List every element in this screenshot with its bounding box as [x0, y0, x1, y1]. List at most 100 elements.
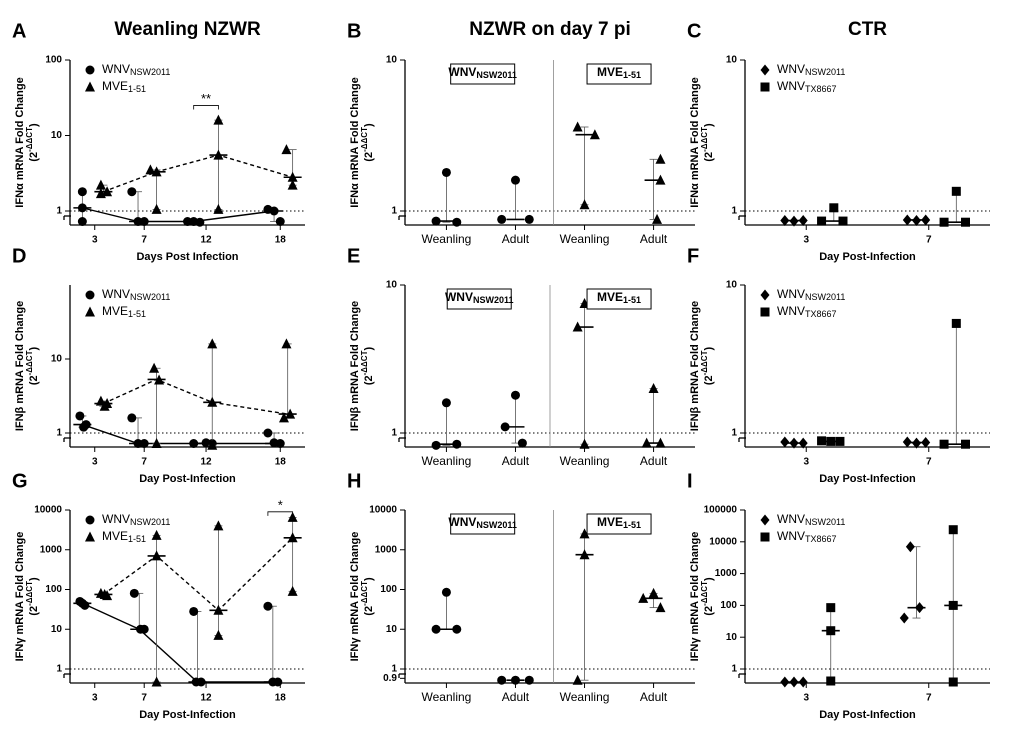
- group-subscript: NSW2011: [476, 520, 517, 530]
- point: [579, 438, 590, 449]
- x-tick-label: Adult: [640, 454, 668, 468]
- y-axis-label: IFNβ mRNA Fold Change: [14, 301, 26, 431]
- point: [648, 587, 659, 598]
- point: [829, 203, 839, 213]
- unit-base: (2: [363, 606, 375, 616]
- x-axis-label: Day Post-Infection: [139, 473, 236, 485]
- x-tick-label: 12: [200, 235, 212, 246]
- group-subscript: 1-51: [623, 70, 641, 80]
- point: [75, 411, 85, 421]
- unit-close: ): [703, 577, 715, 581]
- legend-label: WNVNSW2011: [777, 62, 845, 77]
- point: [524, 675, 534, 685]
- point: [517, 438, 527, 448]
- point: [77, 203, 87, 213]
- point: [195, 217, 205, 227]
- x-tick-label: Adult: [502, 690, 530, 704]
- point: [99, 588, 110, 599]
- x-tick-label: 18: [275, 235, 287, 246]
- point: [655, 174, 666, 185]
- median-line: [82, 207, 275, 223]
- y-tick-label: 10: [51, 624, 63, 635]
- legend-subscript: 1-51: [128, 84, 146, 94]
- point: [151, 676, 162, 687]
- unit-base: (2: [703, 152, 715, 162]
- point: [655, 153, 666, 164]
- y-tick-label: 100000: [704, 505, 738, 516]
- y-tick-label: 10000: [709, 536, 737, 547]
- legend-name: WNV: [777, 512, 805, 526]
- point: [275, 439, 285, 448]
- point: [441, 587, 451, 597]
- point: [915, 602, 925, 614]
- unit-exponent: -ΔΔCT: [25, 581, 34, 606]
- point: [789, 215, 799, 227]
- y-axis-label: IFNβ mRNA Fold Change: [349, 301, 361, 431]
- point: [77, 217, 87, 226]
- x-tick-label: 12: [200, 457, 212, 468]
- group-label: WNVNSW2011: [445, 290, 514, 305]
- group-subscript: 1-51: [623, 295, 641, 305]
- point: [207, 338, 218, 349]
- y-tick-label: 1: [56, 428, 62, 439]
- point: [139, 439, 149, 448]
- point: [939, 439, 949, 449]
- legend-subscript: 1-51: [128, 309, 146, 319]
- point: [151, 203, 162, 214]
- y-tick-label: 10: [386, 55, 398, 66]
- panel-label: A: [12, 20, 26, 42]
- x-tick-label: Weanling: [560, 454, 610, 468]
- point: [281, 144, 292, 155]
- x-tick-label: 7: [141, 235, 147, 246]
- y-axis-label: IFNγ mRNA Fold Change: [14, 532, 26, 662]
- panel-label: G: [12, 470, 28, 492]
- x-tick-label: 3: [803, 693, 809, 704]
- y-axis-unit: (2-ΔΔCT): [25, 577, 40, 616]
- point: [798, 676, 808, 688]
- y-tick-label: 1000: [715, 568, 738, 579]
- group-name: WNV: [448, 65, 476, 79]
- point: [269, 206, 279, 216]
- y-axis-unit: (2-ΔΔCT): [700, 347, 715, 386]
- point: [127, 413, 137, 423]
- group-label: MVE1-51: [597, 515, 641, 530]
- unit-base: (2: [363, 152, 375, 162]
- unit-exponent: -ΔΔCT: [360, 350, 369, 375]
- y-axis-label: IFNα mRNA Fold Change: [349, 77, 361, 207]
- point: [287, 532, 298, 543]
- unit-close: ): [28, 123, 40, 127]
- point: [149, 362, 160, 373]
- group-name: WNV: [445, 290, 473, 304]
- x-tick-label: 7: [926, 235, 932, 246]
- group-subscript: NSW2011: [476, 70, 517, 80]
- legend-name: WNV: [102, 287, 130, 301]
- legend-subscript: TX8667: [805, 309, 837, 319]
- y-tick-label: 10: [51, 354, 63, 365]
- point: [835, 436, 845, 446]
- legend-name: WNV: [777, 62, 805, 76]
- point: [951, 318, 961, 328]
- point: [196, 677, 206, 687]
- panel: C CTR 1 10 3 7 Day Post-Infection IFNα mRNA Fol…: [687, 19, 990, 263]
- legend-name: WNV: [777, 287, 805, 301]
- point: [798, 215, 808, 227]
- x-tick-label: 3: [803, 235, 809, 246]
- unit-close: ): [28, 347, 40, 351]
- median-line: [82, 423, 275, 445]
- group-name: MVE: [597, 290, 623, 304]
- point: [287, 585, 298, 596]
- point: [287, 179, 298, 190]
- y-tick-label: 10: [726, 280, 738, 291]
- unit-exponent: -ΔΔCT: [700, 350, 709, 375]
- legend-marker: [85, 81, 95, 92]
- point: [154, 374, 165, 385]
- legend-name: WNV: [777, 79, 805, 93]
- unit-exponent: -ΔΔCT: [700, 127, 709, 152]
- group-subscript: NSW2011: [473, 295, 514, 305]
- x-axis-label: Day Post-Infection: [819, 473, 916, 485]
- group-name: WNV: [448, 515, 476, 529]
- x-tick-label: Adult: [640, 232, 668, 246]
- y-tick-label: 1: [56, 664, 62, 675]
- panel-title: CTR: [848, 19, 887, 40]
